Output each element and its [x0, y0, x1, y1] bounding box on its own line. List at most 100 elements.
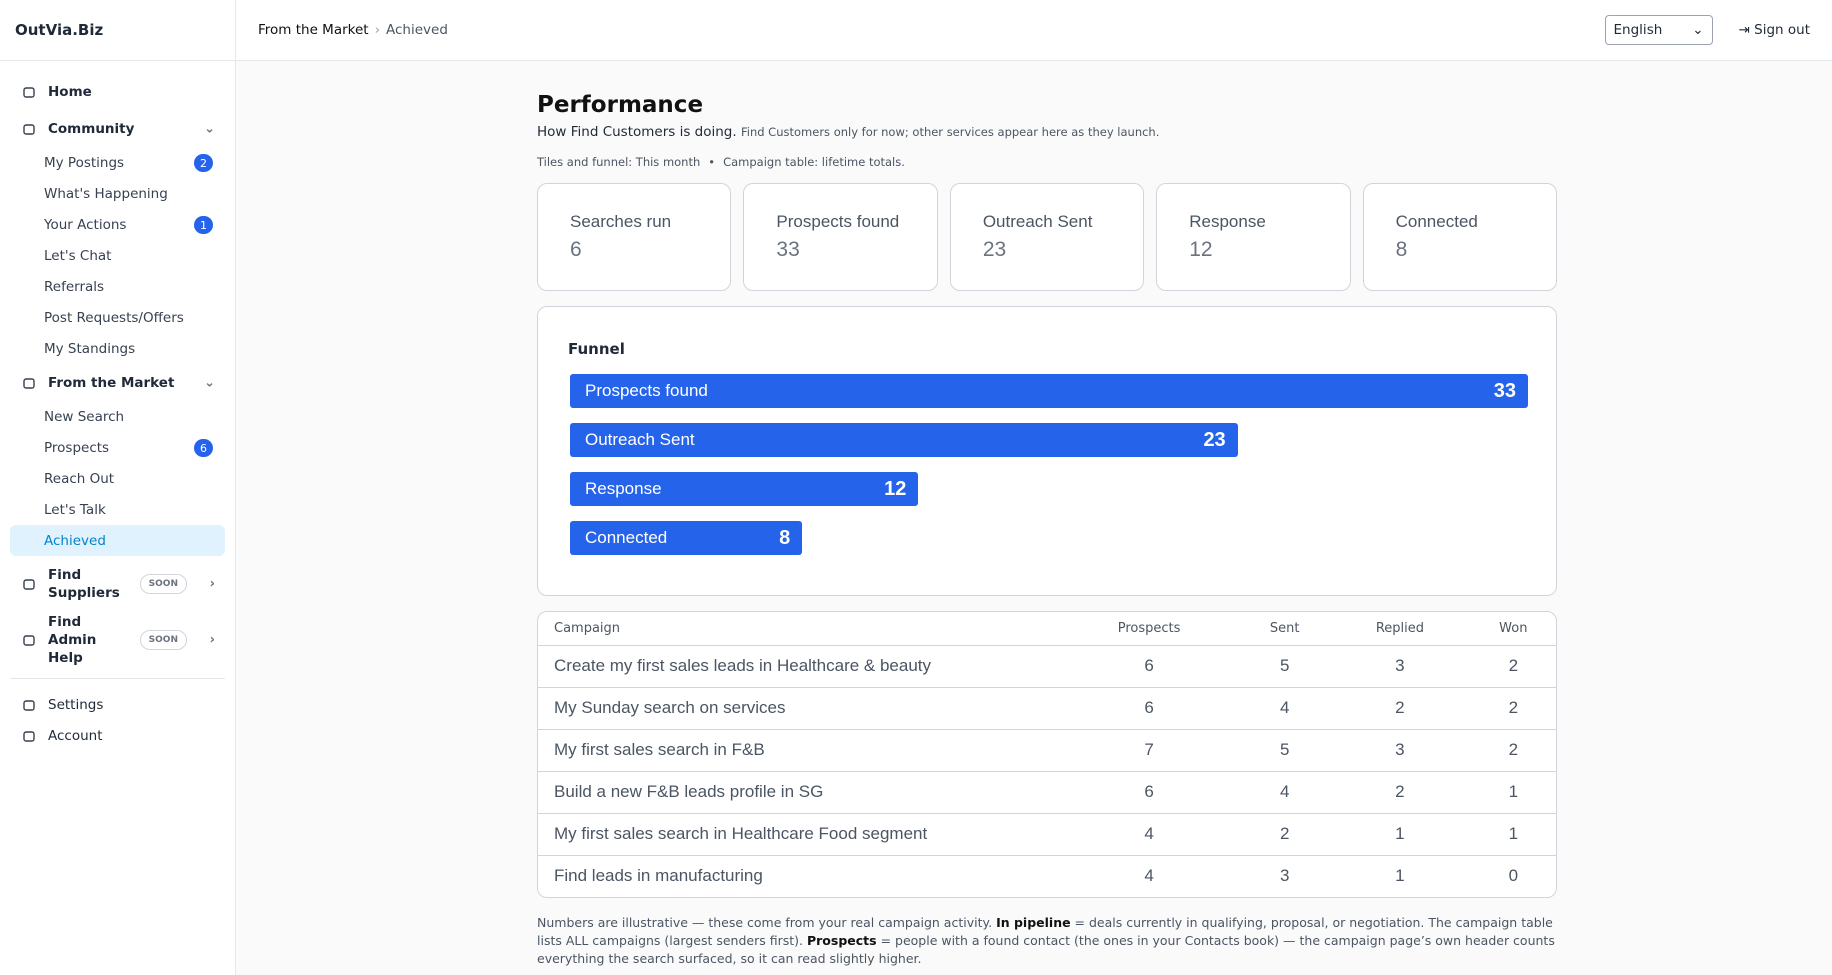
table-row: My first sales search in F&B 7 5 3 2	[538, 728, 1556, 771]
nav-item[interactable]: Find Suppliers SOON ›	[10, 556, 225, 612]
footnote: Numbers are illustrative — these come fr…	[537, 914, 1557, 968]
nav-label: Home	[48, 83, 92, 100]
nav-item[interactable]: Community ⌄	[10, 110, 225, 147]
nav-label: Find Admin Help	[48, 614, 97, 666]
footnote-text: Prospects	[806, 933, 877, 948]
breadcrumb-separator: ›	[374, 22, 380, 38]
table-cell: 3	[1240, 854, 1330, 897]
tile: Response 12	[1156, 183, 1351, 291]
nav-subitem[interactable]: New Search	[10, 401, 225, 432]
language: English	[1613, 22, 1663, 38]
soon-tag: SOON	[139, 630, 187, 650]
funnel-bar: Prospects found 33	[570, 374, 1528, 408]
nav-label: Reach Out	[44, 470, 115, 487]
footnote-text: In pipeline	[996, 915, 1071, 930]
tile-label: Prospects found	[776, 212, 900, 231]
tile-label: Outreach Sent	[982, 212, 1093, 231]
nav-item[interactable]: Account	[10, 720, 225, 751]
brand[interactable]: OutVia.Biz	[0, 0, 235, 61]
table-cell: 5	[1240, 644, 1330, 687]
table-cell: 4	[1058, 812, 1241, 855]
tile-value: 6	[570, 238, 582, 261]
tile: Searches run 6	[537, 183, 732, 291]
nav-label: Achieved	[44, 532, 106, 549]
table-cell: 2	[1470, 644, 1556, 687]
icon	[23, 579, 35, 590]
scope-note: Tiles and funnel: This monthCampaign tab…	[537, 155, 1557, 169]
sign-out[interactable]: ⇥ Sign out	[1738, 22, 1810, 38]
tile: Connected 8	[1362, 183, 1558, 291]
table-cell: 1	[1329, 812, 1471, 855]
table-cell: 6	[1058, 686, 1241, 729]
main: Performance How Find Customers is doing.…	[537, 61, 1558, 968]
nav-item[interactable]: From the Market ⌄	[10, 364, 225, 401]
nav-subitem[interactable]: What's Happening	[10, 178, 225, 209]
breadcrumb: Achieved	[386, 22, 448, 38]
nav-item[interactable]: Find Admin Help SOON ›	[10, 612, 225, 668]
sign-out-label: Sign out	[1754, 22, 1810, 38]
table-body: Create my first sales leads in Healthcar…	[538, 644, 1556, 897]
title: Performance	[537, 92, 704, 118]
table-cell: 2	[1240, 812, 1330, 855]
tile-value: 12	[1189, 238, 1213, 261]
tile-value: 23	[982, 238, 1007, 261]
nav-label: Find Suppliers	[48, 567, 120, 601]
nav-label: What's Happening	[44, 185, 168, 202]
nav-item[interactable]: Settings	[10, 689, 225, 720]
nav-subitem[interactable]: Prospects 6	[10, 432, 225, 463]
scope: Campaign table: lifetime totals.	[700, 155, 905, 169]
funnel-title: Funnel	[568, 340, 625, 358]
bar-value: 12	[884, 477, 907, 500]
table-cell: Build a new F&B leads profile in SG	[538, 770, 1058, 813]
nav-label: Community	[48, 120, 135, 137]
nav-subitem[interactable]: My Standings	[10, 333, 225, 364]
table-cell: 3	[1329, 644, 1471, 687]
nav-subitem[interactable]: My Postings 2	[10, 147, 225, 178]
tile-label: Searches run	[570, 212, 672, 231]
nav-label: Your Actions	[44, 216, 127, 233]
funnel-bar: Connected 8	[570, 521, 803, 555]
soon-tag: SOON	[139, 574, 187, 594]
table-cell: 3	[1329, 728, 1471, 771]
icon	[23, 699, 35, 711]
nav-item[interactable]: Home	[10, 73, 225, 110]
table-cell: 0	[1470, 854, 1556, 897]
funnel-row: Prospects found 33	[568, 374, 1528, 423]
nav-subitem[interactable]: Referrals	[10, 271, 225, 302]
subtitle-text: How Find Customers is doing.	[537, 124, 737, 140]
language-select[interactable]: English ⌄	[1604, 15, 1713, 45]
nav-subitem[interactable]: Reach Out	[10, 463, 225, 494]
nav-subitem[interactable]: Post Requests/Offers	[10, 302, 225, 333]
subtitle-note: Find Customers only for now; other servi…	[740, 125, 1160, 139]
chevron: ⌄	[204, 375, 215, 390]
tile-label: Response	[1189, 212, 1266, 231]
nav-subitem[interactable]: Achieved	[10, 525, 225, 556]
nav-label: Let's Chat	[44, 247, 112, 264]
tile-label: Connected	[1395, 212, 1478, 231]
icon	[23, 730, 35, 742]
table-row: Create my first sales leads in Healthcar…	[538, 644, 1556, 687]
nav-label: Post Requests/Offers	[44, 309, 184, 326]
table-row: My Sunday search on services 6 4 2 2	[538, 686, 1556, 729]
badge: 2	[194, 154, 213, 172]
footnote-text: = people with a found contact (the ones …	[537, 933, 1555, 966]
table-cell: Find leads in manufacturing	[538, 854, 1058, 897]
breadcrumb[interactable]: From the Market	[258, 22, 369, 38]
bar-label: Outreach Sent	[585, 430, 695, 449]
chevron: ⌄	[1692, 22, 1704, 38]
nav-label: Prospects	[44, 439, 110, 456]
nav-label: New Search	[44, 408, 125, 425]
campaign-table: Campaign Prospects Sent Replied Won Create my…	[537, 611, 1557, 898]
nav-subitem[interactable]: Your Actions 1	[10, 209, 225, 240]
nav-label: My Postings	[44, 154, 125, 171]
tile-value: 8	[1395, 238, 1408, 261]
chevron: ›	[209, 632, 215, 648]
tile: Prospects found 33	[743, 183, 938, 291]
subtitle: How Find Customers is doing. Find Custom…	[537, 124, 1557, 140]
nav-subitem[interactable]: Let's Talk	[10, 494, 225, 525]
nav-subitem[interactable]: Let's Chat	[10, 240, 225, 271]
bar-value: 8	[779, 526, 791, 549]
table-cell: 4	[1240, 686, 1330, 729]
table-cell: 4	[1058, 854, 1241, 897]
badge: 1	[194, 216, 213, 234]
